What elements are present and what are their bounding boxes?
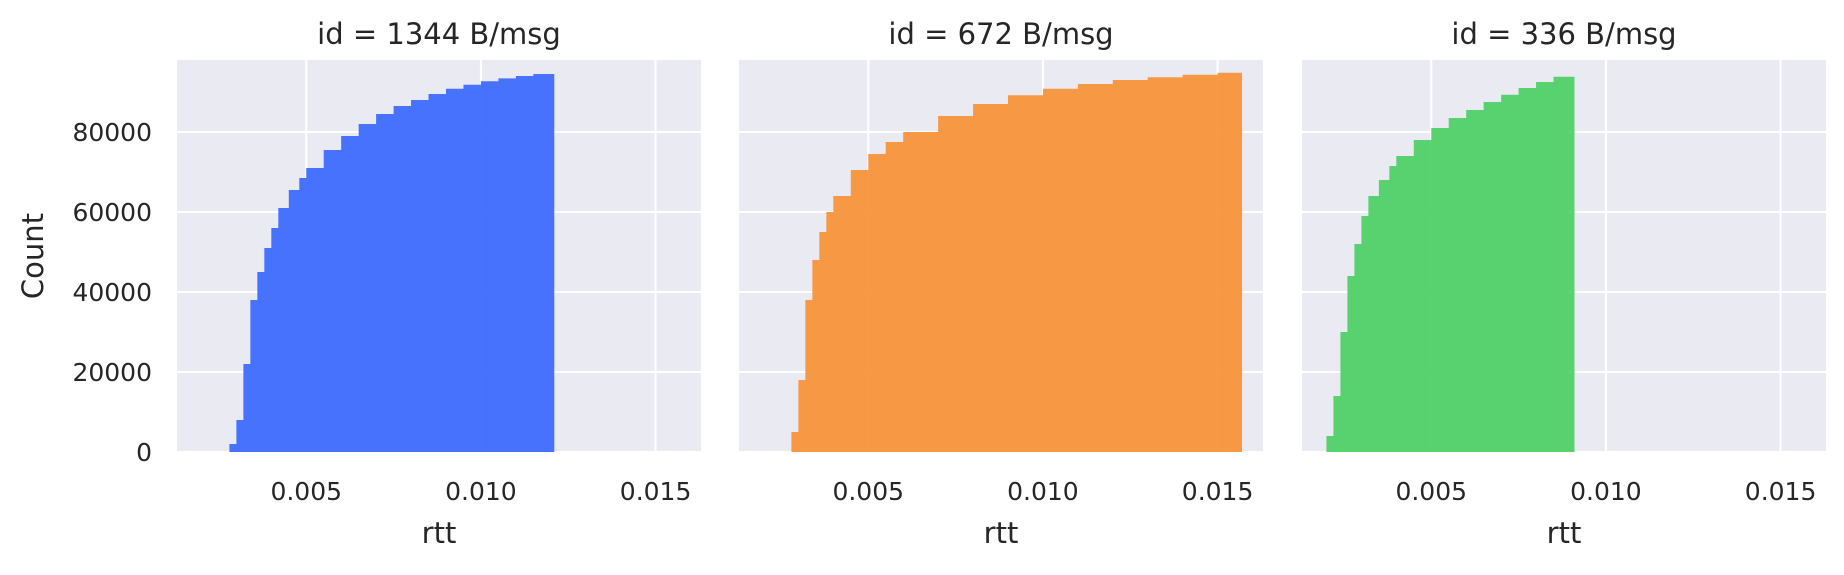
y-tick-label: 80000 xyxy=(72,118,152,147)
x-tick-label: 0.015 xyxy=(1182,477,1254,506)
x-tick-label: 0.010 xyxy=(445,477,517,506)
x-tick-label: 0.015 xyxy=(620,477,692,506)
x-axis-label: rtt xyxy=(984,516,1019,550)
x-tick-label: 0.005 xyxy=(1395,477,1467,506)
facet-panel-3: id = 336 B/msg 0.005 0.010 0.015 rtt xyxy=(1302,17,1826,550)
panel-title: id = 1344 B/msg xyxy=(317,17,561,51)
facet-panel-2: id = 672 B/msg 0.005 0.010 0.015 rtt xyxy=(739,17,1263,550)
y-axis-label: Count xyxy=(16,213,50,299)
y-tick-label: 60000 xyxy=(72,198,152,227)
x-tick-label: 0.010 xyxy=(1007,477,1079,506)
x-tick-label: 0.010 xyxy=(1570,477,1642,506)
x-tick-label: 0.015 xyxy=(1745,477,1817,506)
facet-panel-1: id = 1344 B/msg 0.005 0.010 0.015 rtt 0 20000 4… xyxy=(16,17,701,550)
histogram-area xyxy=(1319,71,1575,452)
histogram-area xyxy=(784,71,1243,452)
panel-title: id = 672 B/msg xyxy=(888,17,1113,51)
histogram-area xyxy=(222,72,555,452)
y-tick-label: 0 xyxy=(136,438,152,467)
x-axis-label: rtt xyxy=(422,516,457,550)
x-tick-label: 0.005 xyxy=(832,477,904,506)
panel-title: id = 336 B/msg xyxy=(1451,17,1676,51)
y-tick-label: 20000 xyxy=(72,358,152,387)
x-tick-label: 0.005 xyxy=(270,477,342,506)
y-tick-label: 40000 xyxy=(72,278,152,307)
x-axis-label: rtt xyxy=(1547,516,1582,550)
